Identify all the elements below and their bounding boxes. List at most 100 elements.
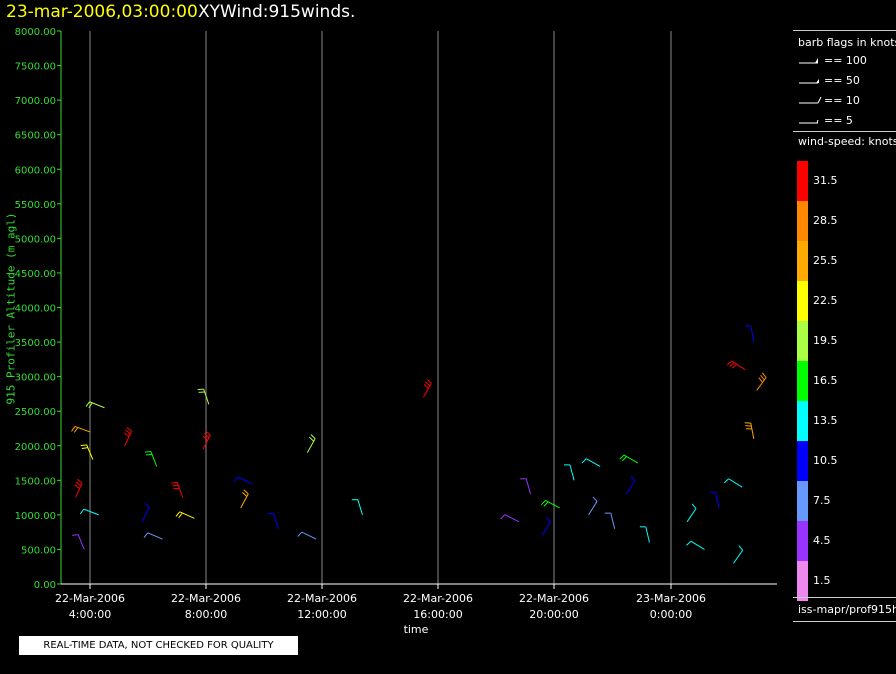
wind-barb bbox=[171, 482, 184, 498]
wind-barb-staff bbox=[585, 458, 601, 467]
wind-barb-flag bbox=[145, 453, 153, 456]
wind-barb bbox=[202, 430, 211, 450]
barb-50-icon bbox=[799, 79, 819, 84]
wind-barb-flag bbox=[630, 475, 636, 482]
colorbar-label: 31.5 bbox=[813, 174, 838, 187]
wind-barb-staff bbox=[645, 526, 650, 543]
wind-barb bbox=[588, 496, 598, 516]
colorbar-label: 28.5 bbox=[813, 214, 838, 227]
wind-barb-flag bbox=[310, 434, 316, 440]
wind-barb-staff bbox=[545, 500, 560, 509]
y-tick-label: 8000.00 bbox=[15, 27, 56, 38]
wind-barb bbox=[723, 478, 743, 488]
colorbar-segment bbox=[797, 161, 808, 201]
wind-barb bbox=[541, 500, 560, 509]
y-tick-label: 5500.00 bbox=[15, 200, 56, 211]
colorbar-label: 10.5 bbox=[813, 454, 838, 467]
wind-barb bbox=[619, 454, 639, 464]
y-tick-label: 4000.00 bbox=[15, 304, 56, 315]
wind-barb-flag bbox=[691, 503, 697, 509]
colorbar-label: 13.5 bbox=[813, 414, 838, 427]
barb-legend-100: == 100 bbox=[798, 54, 867, 68]
y-tick-label: 7500.00 bbox=[15, 62, 56, 73]
wind-barb bbox=[175, 511, 195, 519]
colorbar-label: 19.5 bbox=[813, 334, 838, 347]
barb-legend-label: == 50 bbox=[824, 74, 860, 87]
wind-barb bbox=[733, 545, 744, 564]
wind-barb-flag bbox=[143, 532, 149, 538]
x-tick-label-date: 22-Mar-2006 bbox=[403, 592, 473, 605]
wind-barb bbox=[297, 531, 317, 540]
x-tick-label-date: 22-Mar-2006 bbox=[287, 592, 357, 605]
wind-barb bbox=[197, 388, 210, 405]
wind-barb bbox=[726, 360, 746, 371]
wind-barb bbox=[71, 425, 91, 433]
wind-barb-staff bbox=[89, 401, 105, 409]
wind-barb-staff bbox=[715, 492, 720, 509]
wind-barb bbox=[240, 489, 249, 509]
wind-barb-staff bbox=[690, 540, 705, 550]
x-tick-label-time: 16:00:00 bbox=[413, 608, 462, 621]
colorbar-segment bbox=[797, 361, 808, 401]
wind-barb bbox=[604, 512, 616, 529]
wind-barb-flag bbox=[85, 401, 91, 407]
wind-barb-staff bbox=[625, 480, 636, 495]
barb-legend-title: barb flags in knots bbox=[798, 36, 896, 49]
wind-barb-flag bbox=[729, 362, 735, 368]
wind-barb-staff bbox=[756, 377, 767, 391]
y-tick-label: 7000.00 bbox=[15, 96, 56, 107]
wind-barb-flag bbox=[297, 531, 303, 537]
wind-barb-flag bbox=[71, 426, 76, 432]
y-tick-label: 2500.00 bbox=[15, 407, 56, 418]
barb-legend-50: == 50 bbox=[798, 74, 860, 88]
y-axis-label: 915 Profiler Altitude (m agl) bbox=[4, 212, 18, 405]
wind-barb-flag bbox=[205, 430, 211, 436]
wind-barb-flag bbox=[88, 402, 93, 408]
wind-barb-flag bbox=[173, 487, 180, 490]
title-date: 23-mar-2006,03:00:00 bbox=[6, 2, 198, 22]
wind-barb-flag bbox=[144, 451, 151, 453]
wind-barb-staff bbox=[141, 507, 150, 523]
wind-barb-flag bbox=[243, 489, 249, 495]
wind-barb-staff bbox=[147, 532, 163, 540]
colorbar-segment bbox=[797, 521, 808, 561]
wind-barb-flag bbox=[541, 500, 546, 506]
wind-barb-flag bbox=[81, 447, 88, 449]
wind-barb-flag bbox=[175, 511, 181, 517]
wind-barb-staff bbox=[272, 513, 279, 529]
wind-barb-flag bbox=[726, 360, 733, 366]
barb-legend-label: == 100 bbox=[824, 54, 867, 67]
wind-barb-staff bbox=[750, 423, 755, 439]
wind-barb-flag bbox=[423, 384, 429, 390]
barb-legend-label: == 5 bbox=[824, 114, 853, 127]
y-tick-label: 5000.00 bbox=[15, 234, 56, 245]
colorbar-label: 25.5 bbox=[813, 254, 838, 267]
wind-barb-flag bbox=[75, 481, 82, 487]
wind-barb-flag bbox=[79, 508, 85, 515]
barb-legend-5: == 5 bbox=[798, 114, 853, 128]
title-name: XYWind:915winds. bbox=[198, 2, 356, 22]
wind-barb bbox=[80, 444, 94, 460]
wind-barb-staff bbox=[83, 508, 99, 516]
colorbar-segment bbox=[797, 561, 808, 601]
wind-barb-flag bbox=[758, 377, 763, 383]
colorbar-segment bbox=[797, 401, 808, 441]
wind-barb-flag bbox=[309, 436, 315, 442]
wind-barb-flag bbox=[426, 378, 432, 384]
wind-barb bbox=[351, 499, 363, 516]
wind-barb bbox=[625, 475, 636, 495]
wind-barb-flag bbox=[72, 534, 79, 536]
colorbar-label: 1.5 bbox=[813, 574, 831, 587]
quality-warning-note: REAL-TIME DATA, NOT CHECKED FOR QUALITY bbox=[19, 636, 298, 655]
x-tick-label-date: 23-Mar-2006 bbox=[636, 592, 706, 605]
y-tick-label: 4500.00 bbox=[15, 269, 56, 280]
colorbar-segment bbox=[797, 321, 808, 361]
wind-barb-flag bbox=[760, 374, 765, 381]
wind-barb-staff bbox=[150, 451, 158, 467]
wind-barb-staff bbox=[541, 521, 551, 536]
x-tick-label-time: 0:00:00 bbox=[650, 608, 692, 621]
wind-barb-flag bbox=[581, 458, 587, 464]
wind-barb-flag bbox=[144, 503, 150, 508]
wind-barb-flag bbox=[126, 427, 132, 432]
